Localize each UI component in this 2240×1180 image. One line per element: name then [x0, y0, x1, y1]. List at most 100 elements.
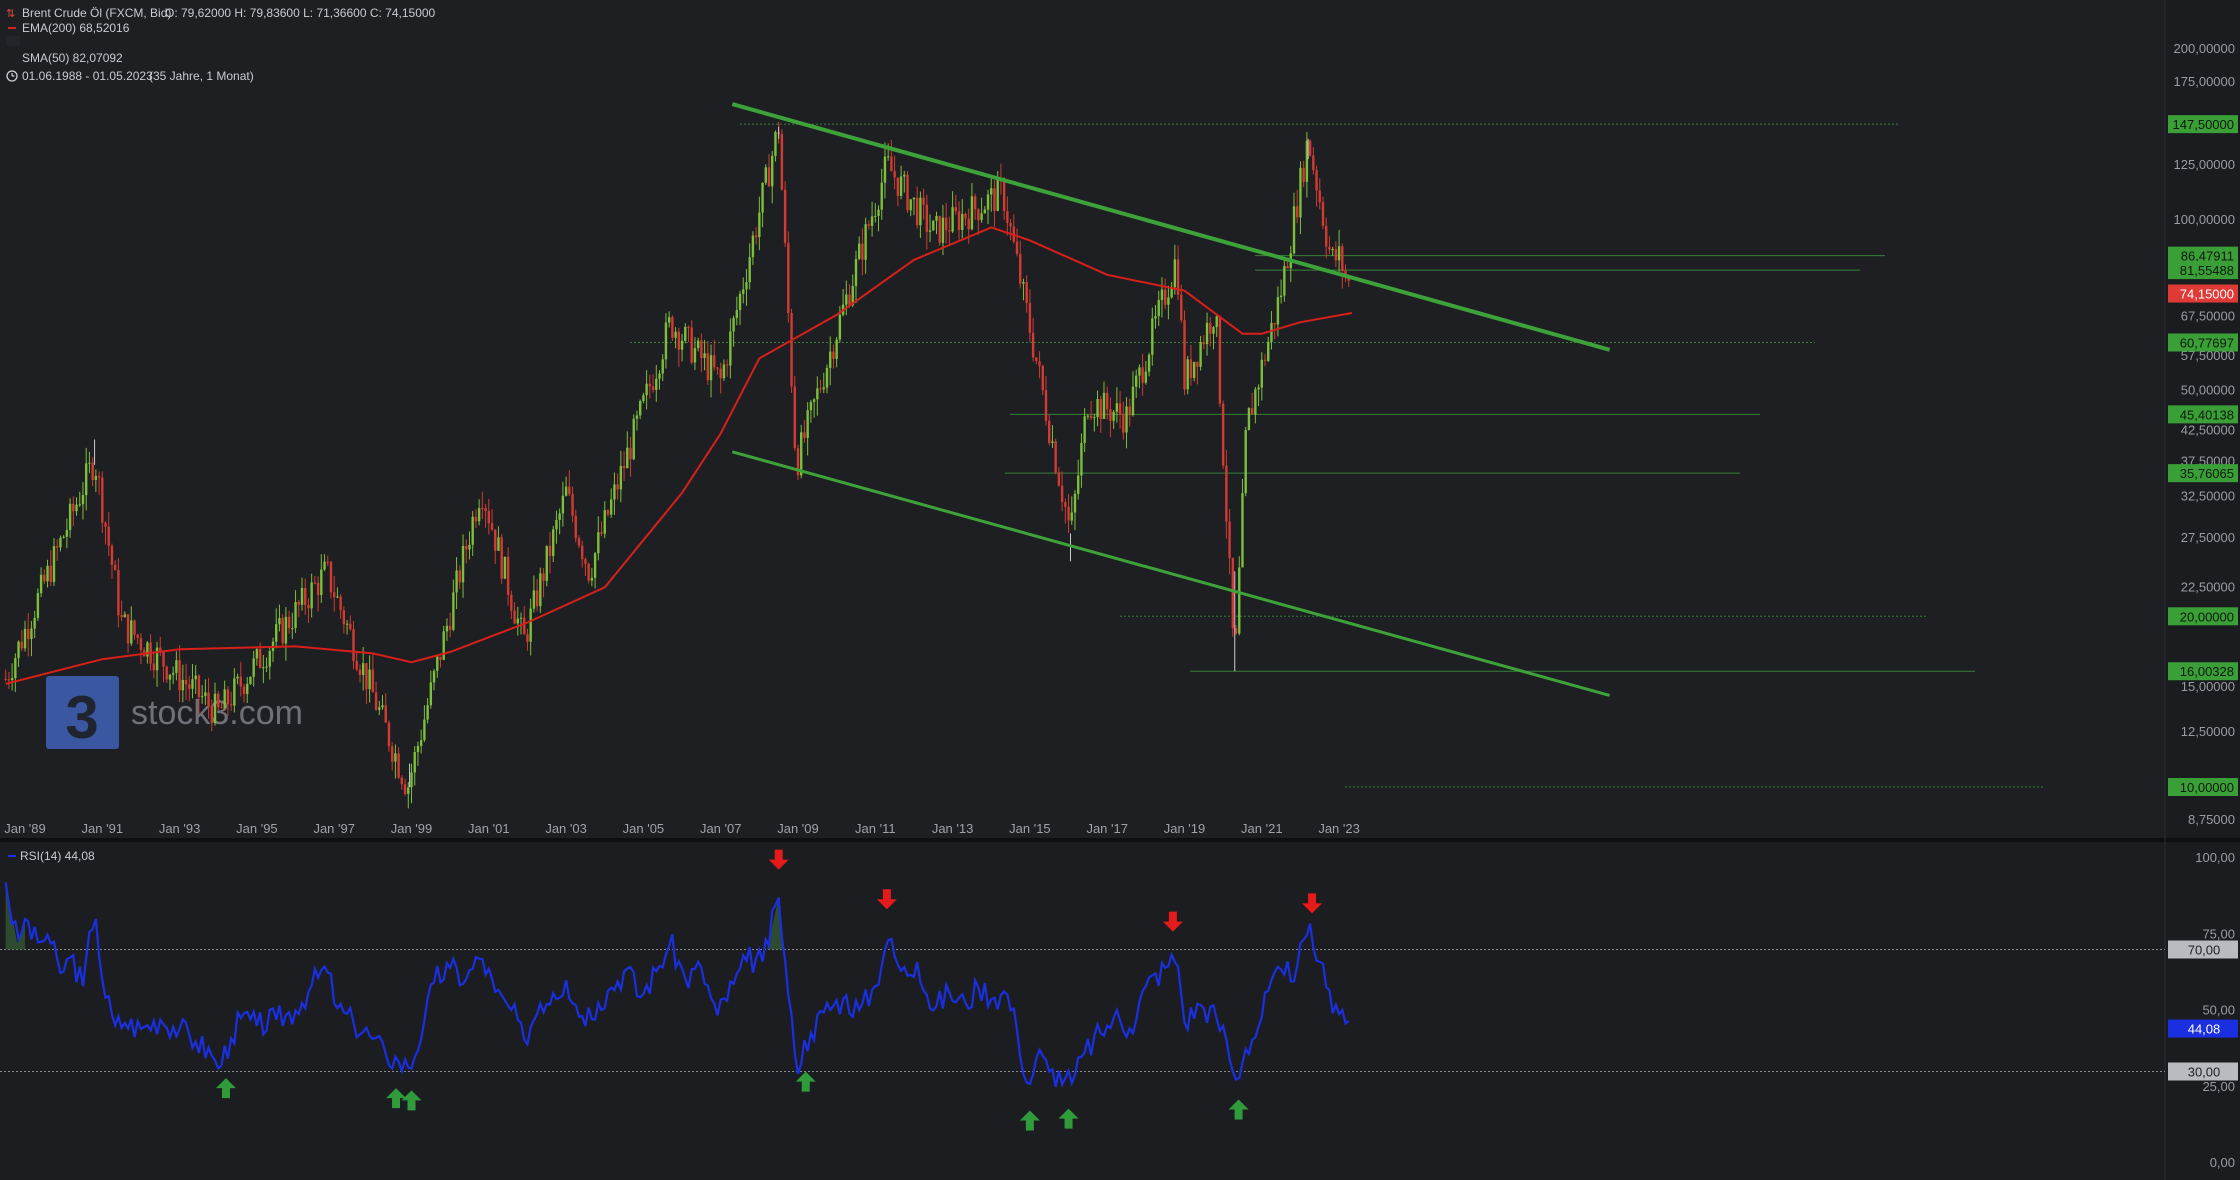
candle-body	[500, 537, 503, 579]
candle-body	[268, 651, 271, 667]
instrument-title: Brent Crude Öl (FXCM, Bid)	[22, 6, 171, 20]
candle-body	[1170, 287, 1173, 298]
candle-body	[423, 719, 426, 741]
level-tag: 20,00000	[2180, 609, 2234, 624]
sma-legend-hidden[interactable]: SMA(50) 82,07092	[22, 51, 123, 65]
candle-body	[1009, 222, 1012, 227]
x-tick-label: Jan '11	[855, 821, 896, 836]
rsi-panel	[0, 842, 2165, 1180]
candle-body	[78, 504, 81, 506]
candle-body	[223, 689, 226, 708]
candle-body	[812, 399, 816, 402]
y-tick-label: 67,50000	[2181, 309, 2235, 324]
candle-body	[539, 573, 542, 607]
x-tick-label: Jan '13	[932, 821, 974, 836]
level-tag-bg	[2168, 333, 2238, 352]
y-tick-label: 175,00000	[2174, 74, 2235, 89]
candle-body	[1250, 408, 1254, 415]
candle-body	[848, 294, 851, 306]
candle-body	[616, 484, 619, 490]
candle-body	[1292, 206, 1296, 254]
candle-body	[951, 207, 954, 232]
candle-body	[1035, 357, 1038, 362]
candle-body	[713, 355, 716, 368]
candle-body	[986, 194, 990, 210]
y-tick-label: 12,50000	[2181, 724, 2235, 739]
candle-body	[101, 477, 104, 523]
candle-body	[49, 565, 52, 582]
candle-body	[738, 293, 742, 311]
x-tick-label: Jan '89	[4, 821, 46, 836]
candle-body	[1334, 249, 1338, 261]
candle-body	[535, 590, 539, 607]
rsi-legend[interactable]: RSI(14) 44,08	[20, 849, 95, 863]
candle-body	[883, 156, 887, 183]
level-tag: 81,55488	[2180, 263, 2234, 278]
sell-arrow-icon	[1162, 911, 1183, 932]
candle-body	[381, 705, 384, 708]
candle-body	[1183, 320, 1186, 390]
candle-body	[519, 617, 523, 619]
candle-body	[1080, 442, 1083, 476]
candle-body	[948, 230, 951, 232]
candle-body	[735, 310, 739, 318]
candle-body	[84, 463, 88, 496]
candle-body	[990, 188, 993, 195]
candle-body	[1286, 265, 1289, 269]
candle-body	[709, 355, 713, 381]
candle-body	[439, 656, 442, 660]
candle-body	[349, 623, 352, 630]
candle-body	[1125, 406, 1128, 433]
candle-body	[304, 587, 307, 605]
candle-body	[442, 631, 445, 660]
candle-body	[1073, 493, 1077, 513]
candle-body	[255, 649, 259, 659]
candle-body	[552, 529, 555, 556]
candle-body	[258, 649, 262, 668]
candle-body	[1212, 327, 1215, 334]
rsi-plot	[0, 849, 2165, 1131]
rsi-axis[interactable]	[2165, 842, 2240, 1180]
candle-body	[729, 331, 732, 366]
y-tick-label: 100,00000	[2174, 212, 2235, 227]
candle-body	[835, 339, 838, 359]
candle-body	[458, 570, 462, 583]
candle-body	[558, 513, 561, 520]
candle-body	[75, 504, 78, 512]
rsi-tick-label: 0,00	[2210, 1155, 2235, 1170]
candle-body	[919, 197, 922, 226]
ema-line	[5, 226, 1353, 685]
candle-body	[429, 682, 433, 706]
candle-body	[761, 182, 764, 213]
candle-body	[65, 530, 69, 537]
candle-body	[104, 522, 107, 527]
candle-body	[603, 510, 606, 534]
candle-body	[1279, 295, 1283, 298]
x-tick-label: Jan '91	[82, 821, 124, 836]
candle-body	[584, 559, 587, 564]
candle-body	[1077, 475, 1080, 494]
candle-body	[526, 634, 529, 642]
candle-body	[899, 176, 903, 196]
candle-body	[503, 556, 507, 579]
candle-body	[1296, 206, 1299, 218]
candle-body	[1160, 289, 1164, 301]
candle-body	[361, 663, 365, 675]
candle-body	[632, 418, 635, 460]
candle-body	[793, 386, 796, 449]
candle-body	[845, 294, 848, 305]
candle-body	[893, 171, 896, 178]
candle-body	[703, 353, 706, 359]
candle-body	[732, 317, 735, 332]
candle-body	[14, 658, 17, 679]
candle-body	[291, 628, 294, 630]
candle-body	[113, 564, 117, 571]
candle-body	[59, 537, 62, 548]
candle-body	[20, 641, 23, 649]
candle-body	[178, 660, 181, 691]
candle-body	[996, 178, 999, 211]
candle-body	[587, 563, 590, 581]
candle-body	[638, 401, 642, 416]
instrument-icon[interactable]: ⇅	[6, 8, 15, 20]
ema-legend[interactable]: EMA(200) 68,52016	[22, 21, 130, 35]
